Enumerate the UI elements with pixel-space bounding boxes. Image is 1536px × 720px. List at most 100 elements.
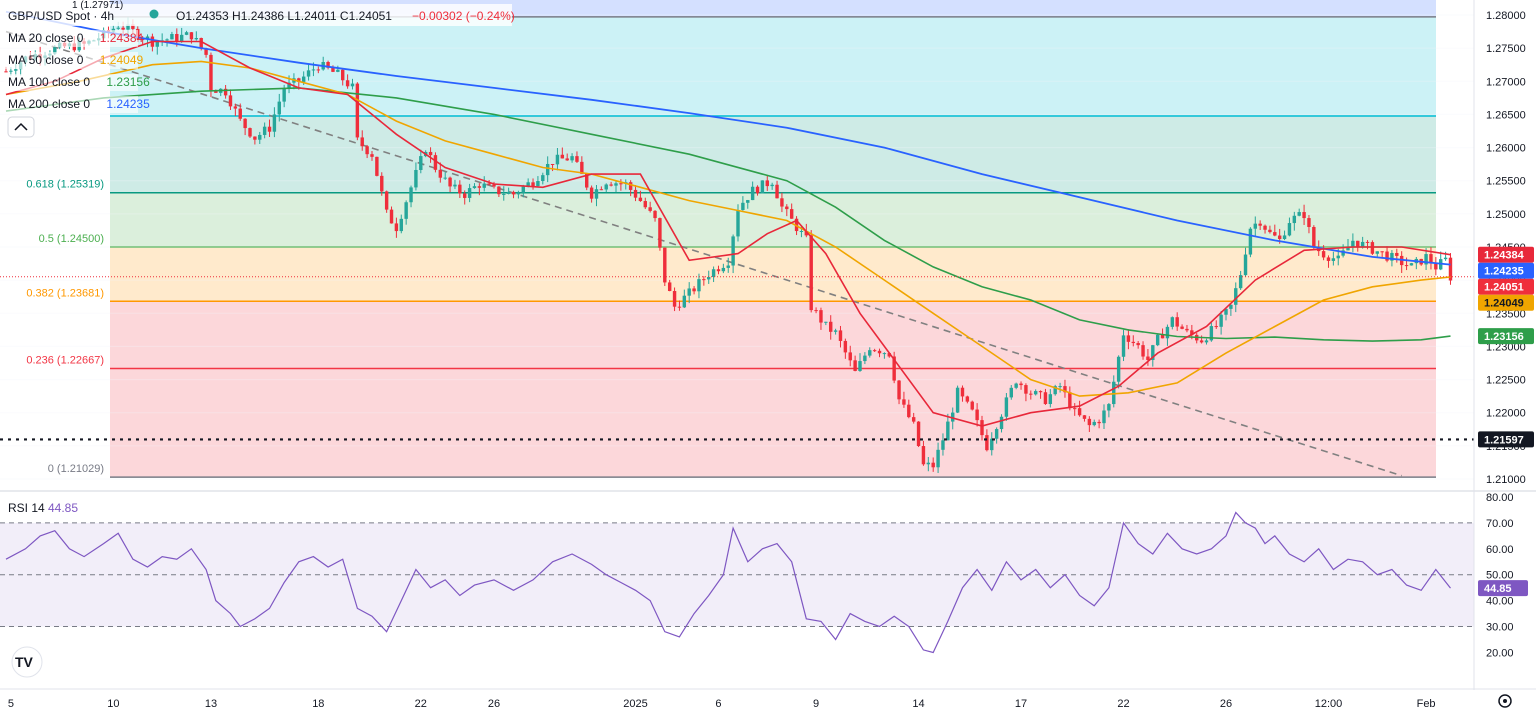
candle-body xyxy=(1258,223,1262,226)
market-status-dot-icon xyxy=(149,9,159,19)
fib-label-0.236: 0.236 (1.22667) xyxy=(26,355,104,367)
candle-body xyxy=(902,399,906,405)
candle-body xyxy=(1126,335,1131,342)
candle-body xyxy=(350,83,355,87)
price-tick-label: 1.28000 xyxy=(1486,10,1526,22)
time-tick-label: 18 xyxy=(312,698,324,710)
candle-body xyxy=(643,201,647,208)
legend-ma-label[interactable]: MA 100 close 0 xyxy=(8,75,90,89)
fib-label-0.618: 0.618 (1.25319) xyxy=(26,179,104,191)
collapse-button-box[interactable] xyxy=(7,116,35,138)
time-tick-label: 22 xyxy=(1117,698,1129,710)
candle-body xyxy=(946,421,950,441)
candle-body xyxy=(843,340,848,353)
price-tick-label: 1.27500 xyxy=(1486,43,1526,55)
candle-body xyxy=(306,70,311,77)
candle-body xyxy=(1033,391,1038,395)
candle-body xyxy=(897,380,901,400)
price-tag-bg xyxy=(1478,278,1534,295)
candle-body xyxy=(994,429,999,439)
candle-body xyxy=(1102,410,1106,424)
candle-body xyxy=(297,78,301,82)
candle-body xyxy=(384,191,389,210)
ma-legend[interactable]: MA 20 close 0 1.24384 MA 50 close 0 1.24049… xyxy=(4,30,150,113)
time-tick-label: 10 xyxy=(107,698,119,710)
candle-body xyxy=(545,163,550,176)
candle-body xyxy=(428,151,433,156)
candle-body xyxy=(575,156,579,162)
candle-body xyxy=(824,321,828,323)
candle-body xyxy=(970,401,974,410)
candle-body xyxy=(506,191,511,194)
candle-body xyxy=(707,277,711,280)
candle-body xyxy=(1029,393,1033,395)
candle-body xyxy=(326,61,330,68)
rsi-pane[interactable] xyxy=(0,490,1536,654)
descending-trendline[interactable] xyxy=(5,30,1402,477)
candle-body xyxy=(1097,421,1101,424)
price-tag-bg xyxy=(1478,262,1534,279)
candle-body xyxy=(1058,386,1062,388)
price-tag-label: 1.24049 xyxy=(1484,298,1524,310)
candle-body xyxy=(1375,251,1379,254)
candle-body xyxy=(692,288,696,292)
candle-body xyxy=(1048,394,1053,405)
candle-body xyxy=(555,154,560,165)
legend-ma-label[interactable]: MA 20 close 0 xyxy=(8,31,84,45)
candle-body xyxy=(916,421,921,447)
candle-body xyxy=(814,310,818,312)
trendline-layer[interactable] xyxy=(5,30,1402,477)
candle-body xyxy=(794,218,799,232)
symbol-title[interactable]: GBP/USD Spot · 4h xyxy=(8,9,114,23)
tradingview-logo[interactable]: TV xyxy=(11,646,43,678)
rsi-tick-label: 60.00 xyxy=(1486,544,1514,556)
candle-body xyxy=(1209,326,1214,341)
horizontal-levels-layer[interactable] xyxy=(0,276,1474,441)
candle-body xyxy=(1234,288,1238,305)
candle-body xyxy=(419,156,423,170)
candle-body xyxy=(370,154,374,157)
candle-body xyxy=(438,169,443,178)
candle-body xyxy=(282,88,286,102)
rsi-tick-label: 40.00 xyxy=(1486,596,1514,608)
time-tick-label: 26 xyxy=(1220,698,1232,710)
collapse-legend-button[interactable] xyxy=(7,116,35,138)
candle-body xyxy=(258,134,262,140)
candle-body xyxy=(1082,415,1087,419)
candle-body xyxy=(589,187,594,199)
candle-body xyxy=(936,449,940,468)
candle-body xyxy=(785,206,789,210)
candle-body xyxy=(726,265,730,268)
fib-label-0.382: 0.382 (1.23681) xyxy=(26,287,104,299)
candle-body xyxy=(443,177,447,179)
fib-label-0.5: 0.5 (1.24500) xyxy=(39,233,104,245)
candle-body xyxy=(311,69,316,71)
candle-body xyxy=(1385,251,1389,261)
price-tick-label: 1.22000 xyxy=(1486,408,1526,420)
candle-body xyxy=(1277,235,1282,240)
legend-ma-label[interactable]: MA 50 close 0 xyxy=(8,53,84,67)
chart-settings-button[interactable] xyxy=(1498,694,1512,708)
candle-body xyxy=(414,169,418,188)
candle-body xyxy=(53,47,57,54)
gear-icon[interactable] xyxy=(1498,694,1512,708)
logo-badge xyxy=(11,646,43,678)
candle-body xyxy=(380,175,384,192)
candle-body xyxy=(140,39,145,41)
candle-body xyxy=(746,200,750,203)
candle-body xyxy=(536,181,540,187)
candle-body xyxy=(1404,265,1409,267)
candle-body xyxy=(1253,223,1257,229)
candle-body xyxy=(238,108,242,119)
candle-body xyxy=(502,193,506,195)
legend-row-bg xyxy=(4,74,138,91)
legend-ma-label[interactable]: MA 200 close 0 xyxy=(8,97,90,111)
candle-body xyxy=(1443,257,1448,260)
candle-body xyxy=(170,33,174,40)
change-readout: −0.00302 (−0.24%) xyxy=(412,9,515,23)
candle-body xyxy=(1141,345,1145,357)
candle-body xyxy=(1238,275,1243,289)
legend-ma-value: 1.24384 xyxy=(100,31,144,45)
